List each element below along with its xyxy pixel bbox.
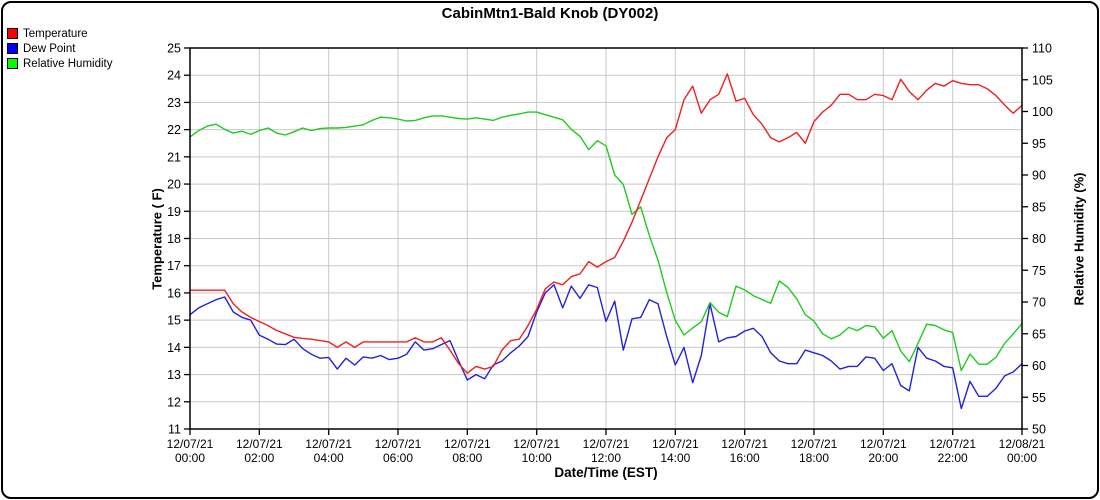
left-tick-label: 20: [167, 178, 181, 192]
x-tick-date: 12/07/21: [860, 437, 907, 451]
x-tick-time: 02:00: [244, 451, 274, 465]
x-tick-date: 12/07/21: [583, 437, 630, 451]
x-tick-date: 12/07/21: [305, 437, 352, 451]
x-tick-time: 16:00: [730, 451, 760, 465]
right-tick-label: 65: [1032, 327, 1046, 341]
right-tick-label: 95: [1032, 137, 1046, 151]
x-tick-date: 12/07/21: [652, 437, 699, 451]
chart-title: CabinMtn1-Bald Knob (DY002): [441, 5, 659, 22]
legend-item: Temperature: [7, 26, 112, 41]
left-tick-label: 12: [167, 395, 181, 409]
gridlines: [190, 48, 1022, 429]
series-line-relative-humidity: [189, 111, 1023, 372]
left-tick-label: 17: [167, 259, 181, 273]
x-tick-date: 12/07/21: [721, 437, 768, 451]
x-tick-date: 12/08/21: [999, 437, 1046, 451]
legend-swatch-icon: [7, 43, 18, 54]
left-tick-label: 11: [168, 423, 181, 437]
right-tick-label: 60: [1032, 359, 1046, 373]
x-axis-title: Date/Time (EST): [554, 465, 658, 480]
x-tick-date: 12/07/21: [375, 437, 422, 451]
right-tick-label: 90: [1032, 169, 1046, 183]
right-tick-label: 85: [1032, 200, 1046, 214]
left-tick-label: 21: [167, 150, 181, 164]
legend-item: Dew Point: [7, 41, 112, 56]
series-line-temperature: [189, 73, 1023, 374]
x-tick-time: 08:00: [452, 451, 482, 465]
right-tick-label: 80: [1032, 232, 1046, 246]
legend-label: Temperature: [23, 27, 88, 40]
left-tick-label: 16: [167, 286, 181, 300]
right-axis-title: Relative Humidity (%): [1071, 172, 1087, 306]
right-axis-ticks: 50 55 60 65 70 75 80 85 90 95 100 105 110: [1022, 42, 1053, 437]
x-tick-date: 12/07/21: [167, 437, 214, 451]
left-tick-label: 19: [167, 205, 181, 219]
left-axis-title: Temperature ( F): [149, 188, 165, 290]
x-tick-time: 14:00: [660, 451, 690, 465]
series-lines: [189, 73, 1023, 410]
x-tick-time: 20:00: [868, 451, 898, 465]
legend-label: Relative Humidity: [23, 57, 113, 70]
right-tick-label: 50: [1032, 423, 1046, 437]
legend-swatch-icon: [7, 28, 18, 39]
right-tick-label: 55: [1032, 391, 1046, 405]
right-tick-label: 100: [1032, 105, 1053, 119]
right-tick-label: 70: [1032, 296, 1046, 310]
x-tick-date: 12/07/21: [929, 437, 976, 451]
left-axis-ticks: 11 12 13 14 15 16 17 18 19 20 21 22 23 24 25: [167, 42, 190, 437]
x-axis-ticks: 12/07/2100:0012/07/2102:0012/07/2104:001…: [167, 429, 1046, 465]
left-tick-label: 22: [167, 123, 181, 137]
x-tick-time: 18:00: [799, 451, 829, 465]
left-tick-label: 13: [167, 368, 181, 382]
x-tick-time: 04:00: [314, 451, 344, 465]
series-line-dew-point: [189, 284, 1023, 410]
x-tick-date: 12/07/21: [513, 437, 560, 451]
legend-swatch-icon: [7, 58, 18, 69]
x-tick-date: 12/07/21: [444, 437, 491, 451]
x-tick-date: 12/07/21: [236, 437, 283, 451]
x-tick-time: 06:00: [383, 451, 413, 465]
left-tick-label: 14: [167, 341, 181, 355]
left-tick-label: 25: [167, 42, 181, 56]
x-tick-time: 22:00: [938, 451, 968, 465]
right-tick-label: 110: [1032, 42, 1052, 56]
legend: Temperature Dew Point Relative Humidity: [7, 26, 112, 71]
right-tick-label: 105: [1032, 73, 1053, 87]
left-tick-label: 24: [167, 69, 181, 83]
x-tick-date: 12/07/21: [791, 437, 838, 451]
legend-label: Dew Point: [23, 42, 76, 55]
left-tick-label: 23: [167, 96, 181, 110]
legend-item: Relative Humidity: [7, 56, 112, 71]
x-tick-time: 00:00: [1007, 451, 1037, 465]
x-tick-time: 10:00: [522, 451, 552, 465]
right-tick-label: 75: [1032, 264, 1046, 278]
x-tick-time: 00:00: [175, 451, 205, 465]
left-tick-label: 15: [167, 314, 181, 328]
x-tick-time: 12:00: [591, 451, 621, 465]
left-tick-label: 18: [167, 232, 181, 246]
